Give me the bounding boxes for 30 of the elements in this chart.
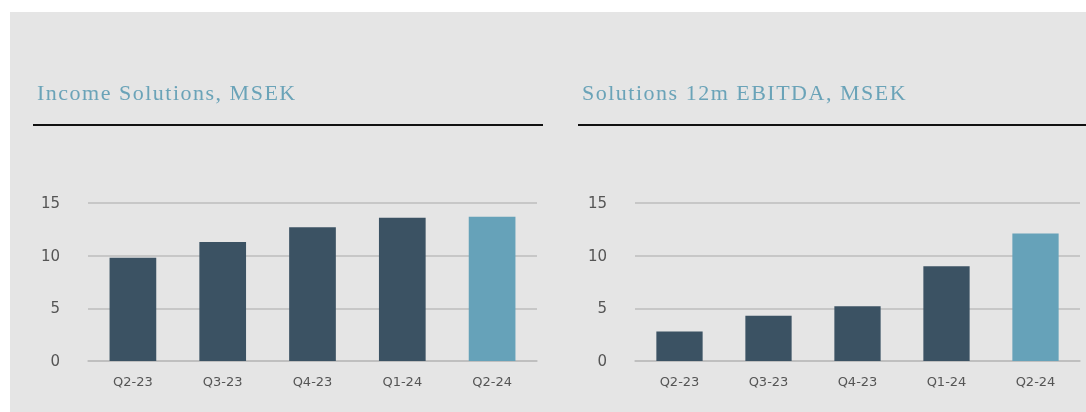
- y-tick-label: 0: [597, 352, 607, 370]
- y-tick-label: 10: [40, 246, 60, 265]
- chart-title: Solutions 12m EBITDA, MSEK: [578, 80, 1086, 126]
- bar: [109, 257, 157, 361]
- bar: [745, 315, 792, 361]
- x-tick-label: Q4-23: [837, 374, 878, 389]
- y-tick-label: 10: [587, 246, 607, 265]
- bar: [468, 216, 516, 361]
- y-tick-label: 15: [587, 194, 607, 212]
- bar: [1012, 233, 1059, 361]
- x-tick-label: Q4-23: [292, 374, 333, 389]
- x-tick-label: Q1-24: [382, 374, 423, 389]
- bar: [923, 266, 970, 361]
- bar: [834, 306, 881, 361]
- bar: [199, 241, 247, 361]
- x-tick-label: Q2-24: [1015, 374, 1056, 389]
- x-tick-label: Q3-23: [202, 374, 243, 389]
- y-tick-label: 15: [40, 194, 60, 212]
- y-tick-label: 5: [50, 299, 60, 318]
- bar: [289, 227, 336, 361]
- y-tick-label: 5: [597, 299, 607, 318]
- x-tick-label: Q2-23: [659, 374, 700, 389]
- chart-title: Income Solutions, MSEK: [33, 80, 543, 126]
- bar: [378, 217, 426, 361]
- x-tick-label: Q1-24: [926, 374, 967, 389]
- x-tick-label: Q3-23: [748, 374, 789, 389]
- x-tick-label: Q2-24: [472, 374, 512, 389]
- y-tick-label: 0: [50, 352, 60, 370]
- bar: [656, 331, 703, 361]
- x-tick-label: Q2-23: [113, 374, 153, 389]
